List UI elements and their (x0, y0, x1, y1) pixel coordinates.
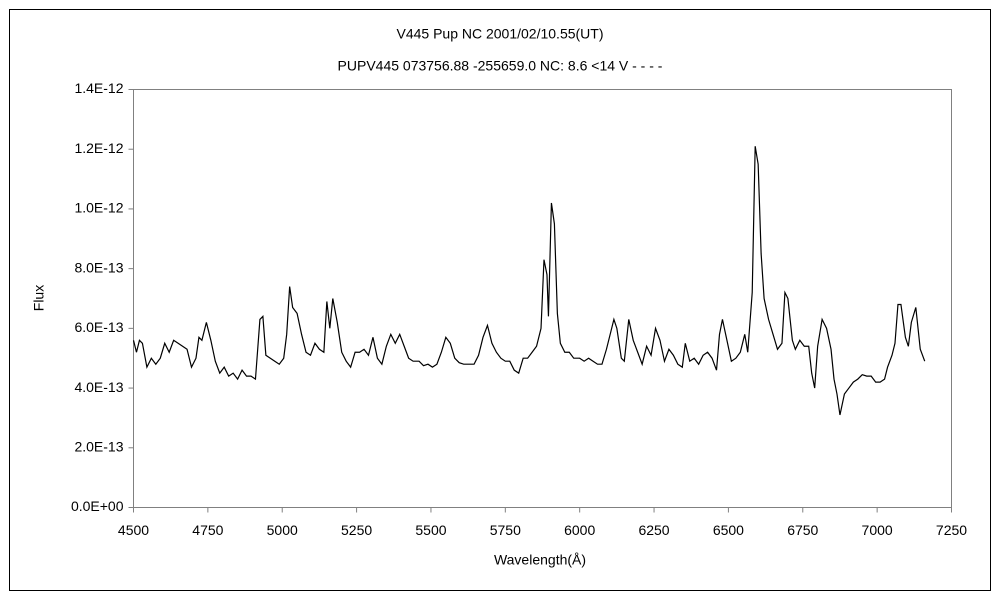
x-tick-label: 5750 (490, 522, 521, 538)
y-tick-label: 8.0E-13 (74, 259, 123, 275)
x-axis-label: Wavelength(Å) (494, 552, 586, 568)
y-tick-label: 0.0E+00 (71, 498, 124, 514)
x-tick-label: 7000 (862, 522, 893, 538)
y-tick-label: 1.4E-12 (74, 80, 123, 96)
y-axis-label: Flux (31, 285, 47, 311)
x-tick-label: 5000 (267, 522, 298, 538)
plot-area (133, 89, 952, 508)
x-tick-label: 4750 (192, 522, 223, 538)
x-tick-label: 6250 (638, 522, 669, 538)
chart-title: V445 Pup NC 2001/02/10.55(UT) (396, 26, 603, 42)
x-tick-label: 4500 (118, 522, 149, 538)
x-tick-label: 5250 (341, 522, 372, 538)
chart-border (9, 9, 991, 591)
y-tick-label: 4.0E-13 (74, 379, 123, 395)
x-tick-label: 7250 (936, 522, 967, 538)
chart-subtitle: PUPV445 073756.88 -255659.0 NC: 8.6 <14 … (338, 58, 663, 74)
x-tick-label: 6000 (564, 522, 595, 538)
spectrum-line (132, 146, 926, 416)
y-tick-label: 2.0E-13 (74, 438, 123, 454)
x-tick-label: 5500 (415, 522, 446, 538)
y-tick-label: 1.0E-12 (74, 200, 123, 216)
y-tick-label: 6.0E-13 (74, 319, 123, 335)
x-tick-label: 6750 (787, 522, 818, 538)
y-tick-label: 1.2E-12 (74, 140, 123, 156)
x-tick-label: 6500 (713, 522, 744, 538)
